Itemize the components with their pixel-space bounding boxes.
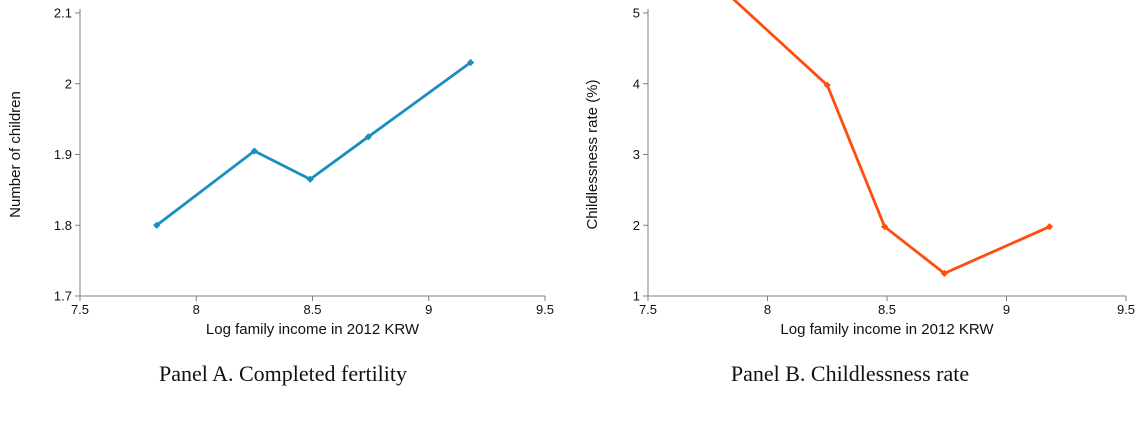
panel-a-y-tick-label: 2 [65,76,72,91]
panel-a-x-axis-label: Log family income in 2012 KRW [206,321,420,338]
panel-b-x-tick-label: 7.5 [639,302,657,317]
panel-b-chart: 7.5 8 8.5 9 9.5 1 2 3 4 5 Log family income in 201… [584,0,1135,338]
panel-a-x-tick-label: 8 [193,302,200,317]
panel-b-y-tick-label: 3 [633,147,640,162]
panel-b-x-tick-label: 9.5 [1117,302,1135,317]
panel-a-chart: 7.5 8 8.5 9 9.5 1.7 1.8 1.9 2 2.1 Log family incom… [7,6,554,339]
panel-a-data-point [153,221,161,229]
panel-b-data-point [823,81,831,89]
panel-b-y-tick-label: 4 [633,76,640,91]
panel-b-x-axis-label: Log family income in 2012 KRW [780,321,994,338]
panel-b-y-tick-label: 1 [633,289,640,304]
panel-a-y-tick-label: 1.8 [54,218,72,233]
panel-b-data-point [881,223,889,231]
panel-a-series-line [155,61,472,227]
panel-a-caption: Panel A. Completed fertility [158,361,408,386]
panel-a-x-tick-label: 8.5 [303,302,321,317]
panel-a-y-tick-label: 1.9 [54,147,72,162]
panel-a-x-tick-label: 7.5 [71,302,89,317]
panel-b-x-tick-label: 8.5 [878,302,896,317]
panel-a-y-tick-label: 1.7 [54,289,72,304]
panel-a-y-axis-label: Number of children [7,91,24,218]
panel-a-data-point [364,133,372,141]
panel-b-data-point [940,269,948,277]
panel-a-data-point [250,147,258,155]
panel-a-data-point [306,175,314,183]
panel-a-data-point [467,58,475,67]
panel-b-caption: Panel B. Childlessness rate [730,361,970,386]
panel-b-y-tick-label: 2 [633,218,640,233]
panel-b-y-axis-label: Childlessness rate (%) [584,79,601,229]
panel-a-x-tick-label: 9.5 [536,302,554,317]
panel-a-x-tick-label: 9 [425,302,432,317]
panel-b-series-line [732,0,1051,275]
panel-a-y-tick-label: 2.1 [54,6,72,21]
panel-b-x-tick-label: 9 [1003,302,1010,317]
panel-b-x-tick-label: 8 [764,302,771,317]
panel-b-y-tick-label: 5 [633,6,640,21]
